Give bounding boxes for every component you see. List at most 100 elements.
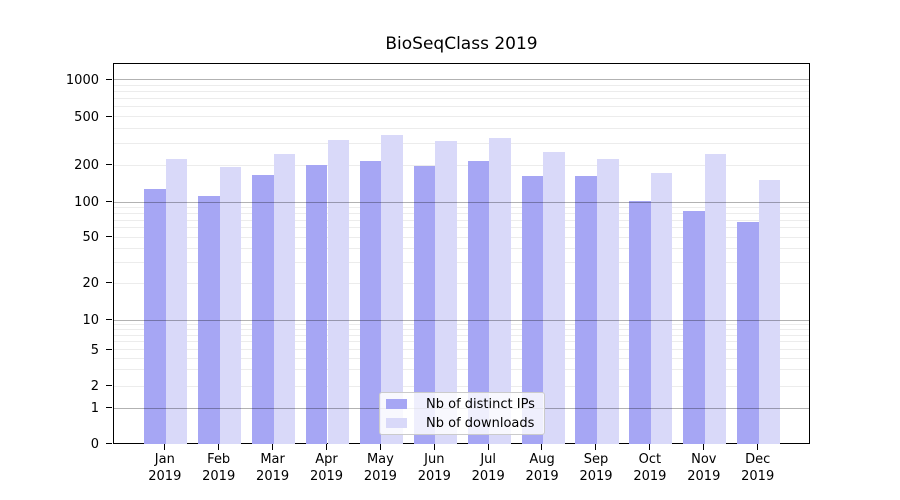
x-tick-label-apr: Apr 2019 xyxy=(297,452,357,485)
y-tick-mark-200 xyxy=(106,164,112,166)
gridline-500 xyxy=(114,116,809,118)
gridline-1000 xyxy=(114,79,809,81)
bar-distinct-ips-feb xyxy=(198,195,220,444)
gridline-700 xyxy=(114,98,809,100)
x-tick-label-nov: Nov 2019 xyxy=(674,452,734,485)
bar-downloads-apr xyxy=(327,140,350,444)
gridline-60 xyxy=(114,227,809,229)
bar-downloads-may xyxy=(381,134,403,444)
y-tick-mark-0 xyxy=(106,443,112,445)
bar-downloads-dec xyxy=(758,179,781,444)
x-tick-label-may: May 2019 xyxy=(350,452,410,485)
x-tick-mark-apr xyxy=(325,444,327,450)
x-tick-year: 2019 xyxy=(687,468,721,484)
legend: Nb of distinct IPs Nb of downloads xyxy=(379,392,545,435)
x-tick-year: 2019 xyxy=(202,468,236,484)
legend-item-downloads: Nb of downloads xyxy=(386,416,536,431)
x-tick-label-jun: Jun 2019 xyxy=(404,452,464,485)
bar-downloads-sep xyxy=(597,158,619,444)
gridline-80 xyxy=(114,212,809,214)
legend-item-distinct-ips: Nb of distinct IPs xyxy=(386,397,536,412)
x-tick-month: Sep xyxy=(583,452,609,467)
bar-distinct-ips-may xyxy=(359,160,382,444)
y-tick-label-5: 5 xyxy=(90,342,99,358)
x-tick-year: 2019 xyxy=(256,468,290,484)
x-tick-month: Jan xyxy=(154,452,175,467)
gridline-300 xyxy=(114,143,809,145)
gridline-70 xyxy=(114,219,809,221)
legend-label-downloads: Nb of downloads xyxy=(426,415,535,431)
gridline-40 xyxy=(114,247,809,249)
gridline-20 xyxy=(114,282,809,284)
x-tick-mark-may xyxy=(379,444,381,450)
bar-downloads-jan xyxy=(165,158,188,444)
y-tick-label-2: 2 xyxy=(90,379,99,394)
y-tick-mark-1000 xyxy=(106,78,112,80)
x-tick-month: Aug xyxy=(529,452,555,467)
x-tick-month: May xyxy=(366,452,394,467)
bar-downloads-jun xyxy=(435,141,457,444)
x-tick-month: Feb xyxy=(207,452,231,467)
x-tick-year: 2019 xyxy=(148,468,182,484)
y-tick-mark-2 xyxy=(106,385,112,387)
x-tick-year: 2019 xyxy=(309,468,344,484)
legend-swatch-downloads xyxy=(386,418,407,428)
x-tick-mark-jan xyxy=(164,444,166,450)
gridline-10 xyxy=(114,319,809,321)
x-tick-label-mar: Mar 2019 xyxy=(243,452,303,485)
x-tick-label-dec: Dec 2019 xyxy=(728,452,788,485)
x-tick-year: 2019 xyxy=(363,468,397,484)
x-tick-mark-jun xyxy=(433,444,435,450)
gridline-30 xyxy=(114,262,809,264)
gridline-800 xyxy=(114,91,809,92)
y-tick-mark-1 xyxy=(106,407,112,409)
gridline-9 xyxy=(114,324,809,326)
x-tick-mark-sep xyxy=(595,444,597,450)
bar-distinct-ips-dec xyxy=(737,222,759,444)
x-tick-year: 2019 xyxy=(741,468,775,484)
y-tick-label-50: 50 xyxy=(82,230,99,245)
bar-distinct-ips-aug xyxy=(521,176,544,444)
x-tick-mark-mar xyxy=(271,444,273,450)
bar-distinct-ips-jul xyxy=(467,160,490,444)
chart-title: BioSeqClass 2019 xyxy=(385,34,538,54)
y-tick-label-1000: 1000 xyxy=(65,72,99,88)
x-tick-mark-aug xyxy=(541,444,543,450)
y-tick-label-500: 500 xyxy=(74,109,99,125)
x-tick-label-oct: Oct 2019 xyxy=(620,452,680,485)
bar-downloads-mar xyxy=(273,154,296,444)
gridline-8 xyxy=(114,329,809,331)
x-tick-month: Nov xyxy=(691,452,717,467)
bar-downloads-oct xyxy=(650,173,673,444)
x-tick-label-jan: Jan 2019 xyxy=(135,452,195,485)
y-tick-mark-5 xyxy=(106,348,112,350)
y-tick-mark-100 xyxy=(106,201,112,203)
gridline-900 xyxy=(114,84,809,86)
x-tick-label-aug: Aug 2019 xyxy=(512,452,572,485)
gridline-7 xyxy=(114,334,809,336)
bar-distinct-ips-apr xyxy=(305,164,328,444)
bar-downloads-aug xyxy=(543,152,565,444)
x-tick-month: Dec xyxy=(745,452,771,467)
x-tick-year: 2019 xyxy=(633,468,667,484)
y-tick-mark-500 xyxy=(106,115,112,117)
x-tick-month: Mar xyxy=(260,452,285,467)
gridline-100 xyxy=(114,201,809,203)
plot-area xyxy=(113,63,810,444)
y-tick-label-1: 1 xyxy=(90,401,99,416)
x-tick-label-jul: Jul 2019 xyxy=(458,452,518,485)
legend-swatch-distinct-ips xyxy=(386,399,407,409)
x-tick-month: Jun xyxy=(424,452,445,467)
x-tick-label-sep: Sep 2019 xyxy=(566,452,626,485)
y-tick-label-200: 200 xyxy=(74,158,99,173)
x-tick-mark-dec xyxy=(757,444,758,450)
bar-downloads-nov xyxy=(704,154,727,444)
gridline-6 xyxy=(114,341,809,343)
y-tick-mark-10 xyxy=(106,319,112,321)
bar-downloads-jul xyxy=(489,137,511,444)
gridline-400 xyxy=(114,127,809,129)
y-tick-label-10: 10 xyxy=(82,313,99,328)
x-tick-year: 2019 xyxy=(471,468,505,484)
bar-distinct-ips-jun xyxy=(413,166,436,444)
